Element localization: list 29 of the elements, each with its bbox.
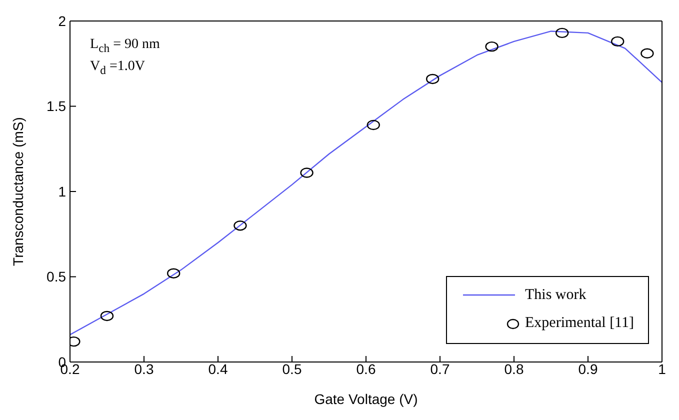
- legend-label: This work: [525, 286, 586, 304]
- y-axis-title: Transconductance (mS): [10, 117, 26, 266]
- x-axis-title: Gate Voltage (V): [314, 391, 418, 407]
- y-tick-label: 0.5: [46, 268, 66, 285]
- point: [640, 48, 654, 58]
- point: [100, 310, 114, 322]
- point: [485, 41, 498, 52]
- x-tick-label: 0.4: [208, 360, 228, 377]
- point: [300, 168, 314, 178]
- x-tick-label: 0.6: [356, 360, 376, 377]
- point: [611, 36, 624, 47]
- y-tick-label: 1.5: [46, 98, 66, 114]
- x-tick-label: 1: [658, 360, 666, 377]
- point: [426, 74, 440, 84]
- annotation: L$_{ch}$ = 90 nm: [90, 36, 160, 57]
- annotation: V$_{d}$ =1.0V: [90, 58, 146, 79]
- x-tick-label: 0.8: [504, 360, 524, 377]
- x-tick-label: 0.3: [134, 360, 154, 377]
- y-tick-label: 1: [58, 183, 66, 200]
- x-tick-label: 0.5: [282, 360, 302, 377]
- point: [234, 220, 247, 231]
- x-tick-label: 0.9: [578, 360, 598, 377]
- point: [366, 120, 380, 130]
- line-series: [70, 30, 662, 336]
- y-tick-label: 2: [58, 12, 66, 29]
- legend-label: Experimental [11]: [525, 314, 634, 332]
- point: [556, 28, 569, 38]
- point: [167, 268, 180, 278]
- x-tick-label: 0.7: [430, 360, 450, 377]
